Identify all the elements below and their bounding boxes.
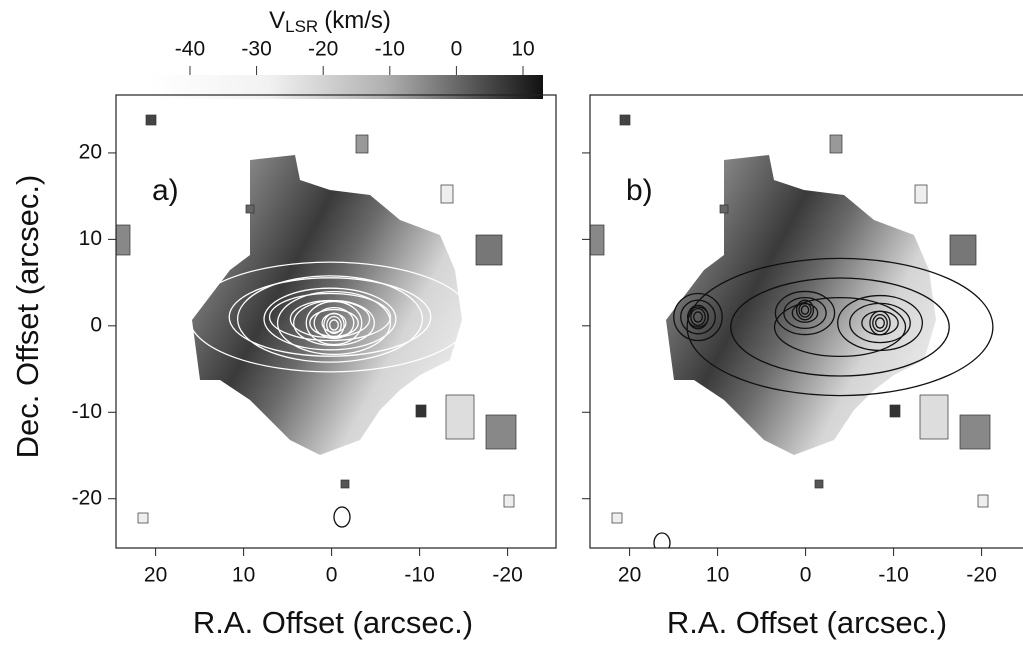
velocity-patch — [440, 184, 454, 204]
contour — [773, 296, 907, 358]
velocity-patch — [475, 234, 503, 266]
x-tick-label: 0 — [800, 564, 812, 587]
velocity-patch — [949, 234, 977, 266]
colorbar-tick-label: -20 — [308, 38, 338, 61]
contour — [305, 300, 363, 346]
contour — [690, 307, 706, 327]
contour — [321, 313, 347, 333]
contour — [872, 313, 888, 333]
x-axis-label: R.A. Offset (arcsec.) — [667, 605, 947, 640]
x-tick-label: -20 — [492, 564, 522, 587]
colorbar-tick-label: -30 — [241, 38, 271, 61]
y-axis-label: Dec. Offset (arcsec.) — [10, 175, 45, 459]
contour — [236, 275, 424, 363]
contour — [783, 296, 827, 330]
velocity-patch — [619, 114, 631, 126]
y-tick-label: -20 — [72, 486, 102, 509]
velocity-patch — [116, 224, 131, 256]
x-axis-label: R.A. Offset (arcsec.) — [193, 605, 473, 640]
contour — [313, 306, 355, 340]
colorbar-tick-label: 0 — [451, 38, 463, 61]
y-tick-label: 0 — [90, 313, 102, 336]
x-tick-label: 20 — [618, 564, 641, 587]
velocity-patch — [137, 512, 149, 524]
contour — [333, 506, 351, 528]
velocity-patch — [919, 394, 949, 440]
velocity-map — [590, 114, 994, 548]
contour — [730, 277, 950, 377]
x-tick-label: -10 — [878, 564, 908, 587]
contour — [673, 292, 723, 342]
contour — [276, 290, 392, 356]
plot-frame — [589, 94, 1023, 549]
contour — [653, 532, 671, 548]
contour — [686, 306, 710, 328]
contour — [774, 290, 836, 336]
velocity-patch — [485, 414, 517, 450]
x-tick-label: -20 — [966, 564, 996, 587]
y-tick-label: 20 — [79, 140, 102, 163]
y-tick-label: 10 — [79, 227, 102, 250]
velocity-patch — [959, 414, 991, 450]
panel-label: b) — [626, 174, 653, 207]
x-tick-label: -10 — [404, 564, 434, 587]
contour — [791, 303, 819, 323]
velocity-patch — [889, 404, 901, 418]
panel-label: a) — [152, 174, 179, 207]
velocity-patch — [355, 134, 369, 154]
velocity-patch — [829, 134, 843, 154]
contour — [861, 310, 899, 336]
x-tick-label: 0 — [326, 564, 338, 587]
x-tick-label: 10 — [232, 564, 255, 587]
x-tick-label: 20 — [144, 564, 167, 587]
velocity-patch — [415, 404, 427, 418]
velocity-patch — [590, 224, 605, 256]
velocity-patch — [245, 204, 255, 214]
contour — [268, 292, 392, 342]
colorbar-tick-label: 10 — [511, 38, 534, 61]
velocity-patch — [914, 184, 928, 204]
velocity-patch — [445, 394, 475, 440]
contour — [680, 299, 716, 335]
velocity-patch — [977, 494, 989, 508]
velocity-field — [192, 155, 462, 455]
colorbar-tick-label: -40 — [175, 38, 205, 61]
colorbar-tick-label: -10 — [375, 38, 405, 61]
velocity-map — [116, 114, 517, 528]
velocity-patch — [814, 479, 824, 489]
contour — [686, 257, 994, 397]
contour — [289, 299, 371, 339]
contour — [309, 308, 359, 338]
colorbar-label: VLSR (km/s) — [269, 7, 391, 36]
velocity-patch — [503, 494, 515, 508]
contour — [795, 299, 815, 321]
velocity-patch — [719, 204, 729, 214]
velocity-patch — [145, 114, 157, 126]
y-tick-label: -10 — [72, 400, 102, 423]
velocity-patch — [340, 479, 350, 489]
contour — [263, 287, 397, 351]
contour — [188, 261, 472, 373]
contour — [326, 315, 342, 335]
velocity-patch — [611, 512, 623, 524]
x-tick-label: 10 — [706, 564, 729, 587]
contour — [798, 302, 812, 318]
contour — [693, 311, 703, 323]
contour — [329, 319, 339, 331]
contour — [800, 305, 810, 315]
contour — [228, 277, 432, 357]
contour — [875, 317, 885, 329]
plot-frame — [115, 94, 557, 549]
